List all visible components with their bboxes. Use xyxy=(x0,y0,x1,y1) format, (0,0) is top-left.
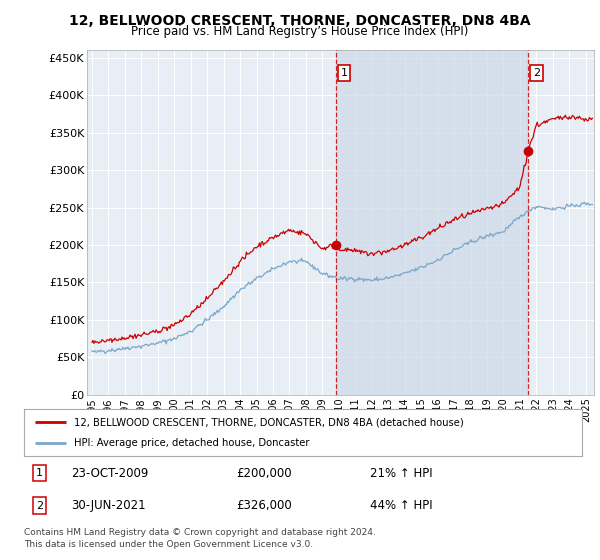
Text: 23-OCT-2009: 23-OCT-2009 xyxy=(71,467,149,480)
Text: 2: 2 xyxy=(36,501,43,511)
Text: 21% ↑ HPI: 21% ↑ HPI xyxy=(370,467,433,480)
Text: Price paid vs. HM Land Registry’s House Price Index (HPI): Price paid vs. HM Land Registry’s House … xyxy=(131,25,469,38)
Text: 1: 1 xyxy=(341,68,347,78)
Text: £326,000: £326,000 xyxy=(236,499,292,512)
Text: 30-JUN-2021: 30-JUN-2021 xyxy=(71,499,146,512)
Text: 2: 2 xyxy=(533,68,540,78)
Text: Contains HM Land Registry data © Crown copyright and database right 2024.
This d: Contains HM Land Registry data © Crown c… xyxy=(24,528,376,549)
Text: 12, BELLWOOD CRESCENT, THORNE, DONCASTER, DN8 4BA (detached house): 12, BELLWOOD CRESCENT, THORNE, DONCASTER… xyxy=(74,417,464,427)
Text: 12, BELLWOOD CRESCENT, THORNE, DONCASTER, DN8 4BA: 12, BELLWOOD CRESCENT, THORNE, DONCASTER… xyxy=(69,14,531,28)
Text: 1: 1 xyxy=(36,468,43,478)
Text: HPI: Average price, detached house, Doncaster: HPI: Average price, detached house, Donc… xyxy=(74,438,310,448)
Text: £200,000: £200,000 xyxy=(236,467,292,480)
Bar xyxy=(336,50,528,395)
Text: 44% ↑ HPI: 44% ↑ HPI xyxy=(370,499,433,512)
